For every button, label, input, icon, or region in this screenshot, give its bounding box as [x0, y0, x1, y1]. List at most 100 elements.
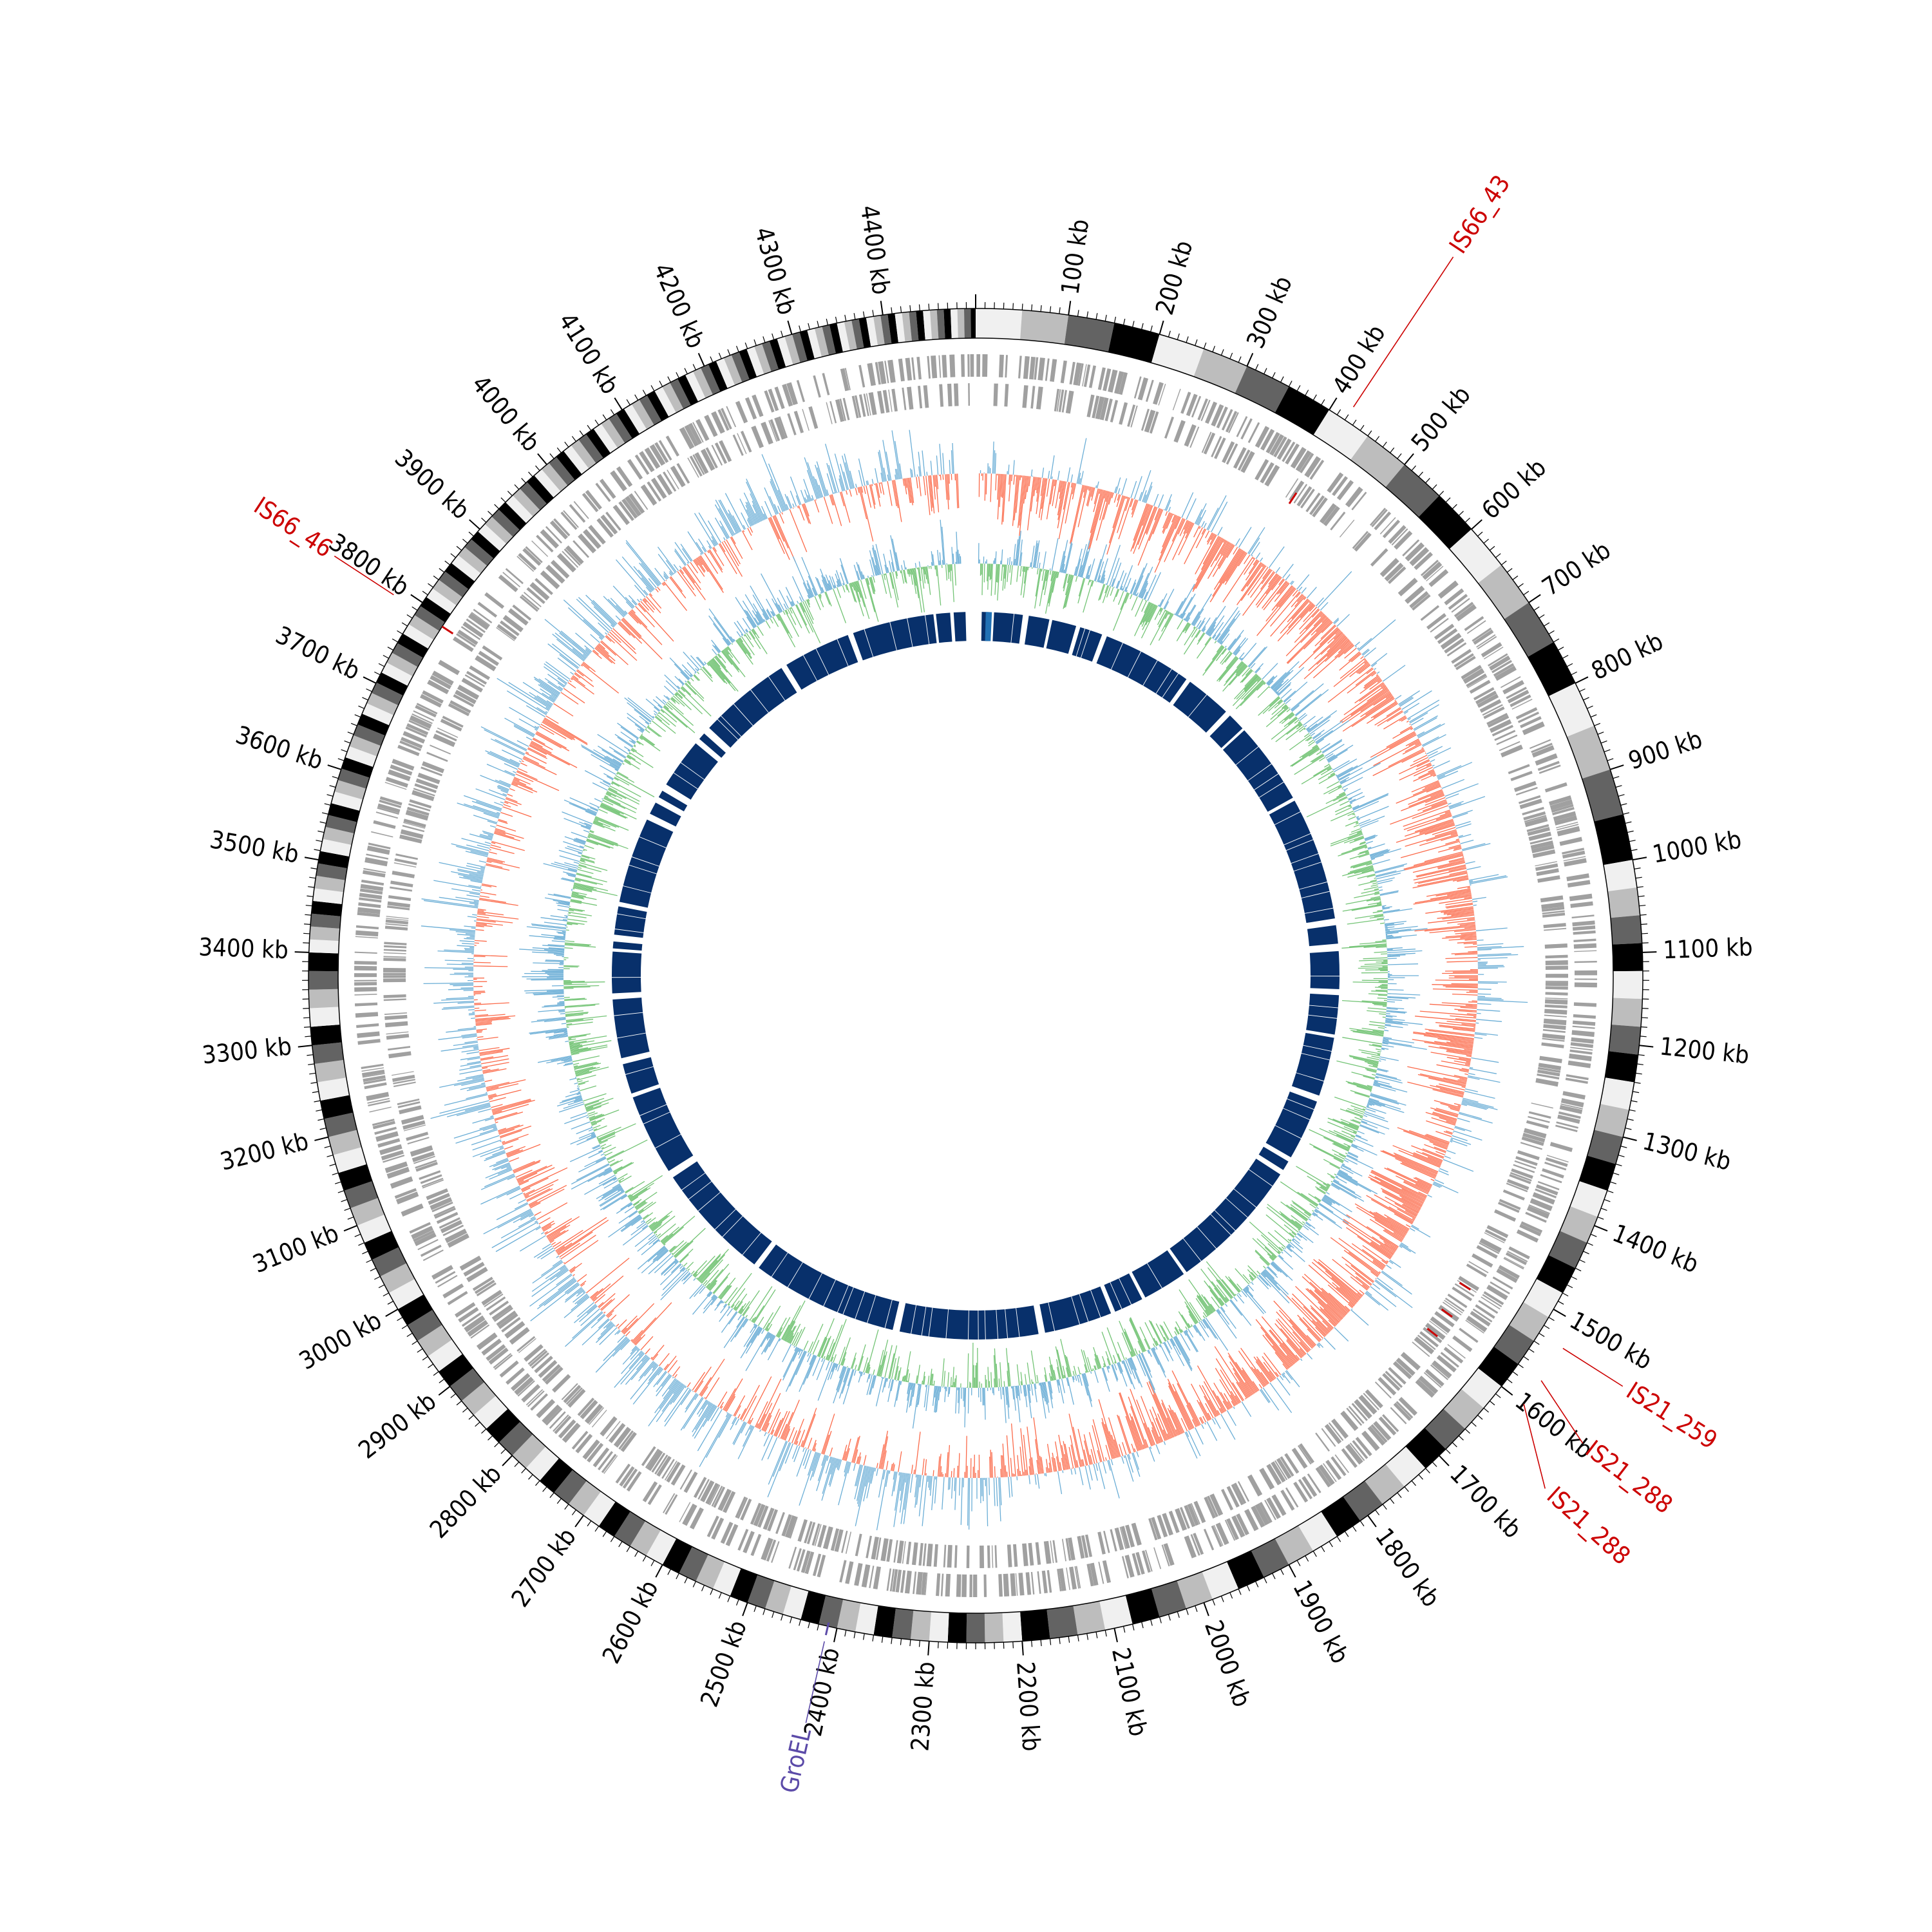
ideogram-band: [426, 588, 457, 614]
tick-label: 3600 kb: [232, 721, 327, 775]
gene-feature: [1454, 1283, 1475, 1297]
minor-tick: [354, 714, 361, 718]
gene-feature: [386, 916, 409, 919]
minor-tick: [314, 849, 321, 851]
synteny-gap: [1043, 618, 1053, 649]
gene-feature: [1573, 943, 1597, 949]
gene-feature: [388, 769, 411, 782]
minor-tick: [521, 1468, 526, 1473]
synteny-gap: [822, 1279, 837, 1307]
gene-feature: [384, 945, 407, 949]
gene-feature: [1291, 1448, 1308, 1469]
synteny-gap: [714, 1208, 737, 1231]
ideogram-band: [1548, 683, 1595, 737]
minor-tick: [1548, 1316, 1555, 1321]
gene-feature: [1483, 706, 1505, 719]
gene-feature: [1103, 368, 1112, 392]
gene-feature: [569, 504, 586, 523]
minor-tick: [374, 1276, 381, 1280]
gene-feature: [1549, 1142, 1573, 1152]
gene-feature: [651, 1452, 666, 1473]
gene-feature: [420, 1244, 442, 1257]
major-tick: [343, 1225, 357, 1232]
annotation-marker: [1288, 492, 1298, 504]
gene-feature: [1090, 1562, 1099, 1586]
gene-feature: [954, 1545, 958, 1568]
gene-feature: [931, 355, 938, 379]
ideogram-band: [639, 395, 662, 426]
ideogram-band: [1350, 435, 1405, 488]
tick-label: 4100 kb: [553, 308, 625, 399]
synteny-gap: [889, 621, 897, 651]
gene-feature: [545, 564, 565, 584]
ideogram-band: [593, 423, 618, 453]
gene-feature: [1555, 1124, 1578, 1132]
gene-feature: [1560, 1098, 1584, 1108]
tick-label: 700 kb: [1537, 536, 1616, 601]
gene-feature: [740, 1499, 752, 1521]
gene-feature: [1479, 699, 1502, 713]
gene-feature: [384, 1161, 408, 1173]
gene-feature: [753, 1504, 766, 1527]
gene-feature: [1060, 360, 1067, 384]
minor-tick: [1312, 394, 1317, 401]
minor-tick: [327, 794, 334, 797]
tick-label: 2000 kb: [1199, 1616, 1256, 1710]
gene-feature: [1490, 1281, 1510, 1294]
ideogram-band: [1227, 1550, 1264, 1589]
gene-feature: [1415, 1379, 1435, 1398]
gene-feature: [1574, 960, 1597, 963]
gene-feature: [442, 1224, 464, 1236]
gc-skew-track: [421, 430, 1528, 1531]
gene-feature: [354, 961, 377, 965]
tick-label: 3300 kb: [201, 1032, 293, 1069]
gene-feature: [461, 677, 484, 693]
synteny-gap: [884, 1299, 893, 1329]
gene-feature: [514, 1376, 534, 1396]
ideogram-band: [314, 1059, 346, 1083]
gene-feature: [1515, 1156, 1538, 1166]
gene-feature: [767, 1509, 779, 1531]
tick-label: 1700 kb: [1444, 1459, 1527, 1544]
gene-feature: [491, 1304, 513, 1321]
gene-feature: [1355, 1437, 1372, 1457]
minor-tick: [462, 1407, 468, 1413]
gene-feature: [525, 546, 543, 564]
gene-feature: [1481, 1296, 1501, 1310]
minor-tick: [1177, 1611, 1180, 1618]
gene-feature: [383, 967, 406, 973]
gene-feature: [512, 604, 532, 621]
minor-tick: [1566, 663, 1573, 667]
gene-feature: [596, 518, 614, 538]
gene-feature: [1387, 566, 1406, 584]
gene-feature: [599, 478, 616, 499]
gene-feature: [902, 387, 907, 410]
minor-tick: [392, 638, 399, 643]
synteny-gap: [613, 1012, 644, 1016]
synteny-gap: [695, 738, 722, 762]
gene-feature: [1574, 950, 1597, 952]
gene-feature: [1412, 1341, 1430, 1358]
ideogram-band: [679, 1546, 708, 1582]
tick-label: 1900 kb: [1287, 1575, 1354, 1668]
ideogram-band: [484, 516, 513, 544]
gene-feature: [639, 451, 655, 473]
synteny-gap: [697, 1191, 721, 1212]
minor-tick: [354, 1233, 361, 1237]
gene-feature: [377, 807, 399, 815]
gene-feature: [1065, 390, 1074, 414]
ideogram-band: [631, 399, 654, 430]
synteny-gap: [1274, 1124, 1302, 1139]
minor-tick: [1618, 1155, 1625, 1157]
gene-feature: [1519, 799, 1542, 810]
gene-feature: [595, 482, 611, 502]
ideogram-band: [685, 371, 706, 402]
gene-feature: [1545, 974, 1568, 978]
ideogram-band: [623, 404, 647, 434]
gene-feature: [551, 560, 570, 579]
minor-tick: [753, 339, 757, 346]
gene-feature: [1307, 1473, 1321, 1493]
gene-feature: [1422, 562, 1443, 580]
gene-feature: [641, 1446, 656, 1466]
minor-tick: [450, 553, 456, 558]
